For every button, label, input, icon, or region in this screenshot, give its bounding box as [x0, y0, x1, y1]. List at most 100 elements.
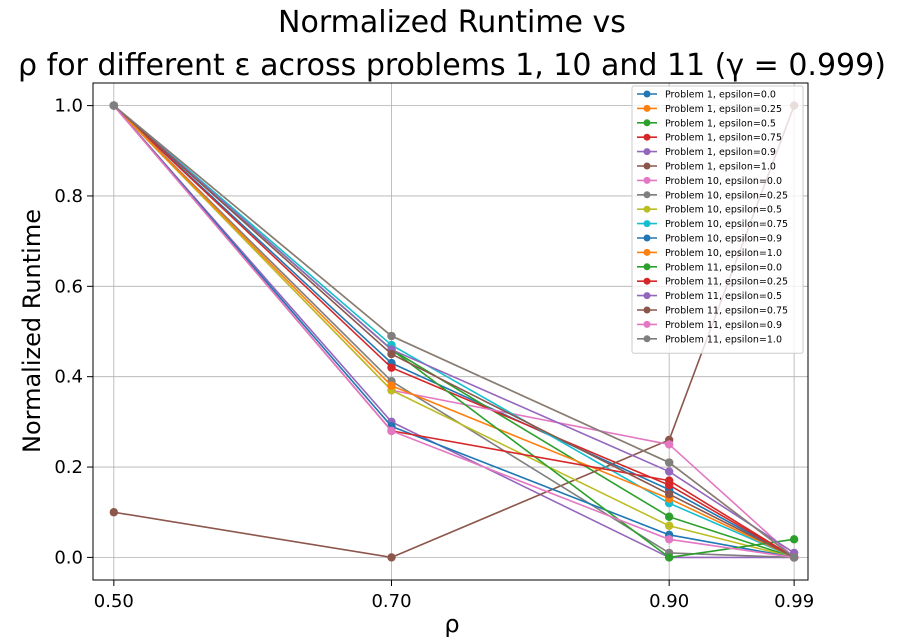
legend-label: Problem 11, epsilon=0.5 — [665, 291, 782, 302]
plot-frame — [92, 82, 809, 581]
x-tick-label: 0.50 — [94, 591, 134, 612]
legend-entry: Problem 1, epsilon=0.0 — [637, 90, 776, 101]
legend-label: Problem 1, epsilon=0.25 — [665, 104, 782, 115]
data-point — [789, 535, 799, 544]
y-tick-label: 1.0 — [54, 96, 83, 117]
legend-entry: Problem 11, epsilon=0.9 — [637, 320, 782, 331]
legend-entry: Problem 11, epsilon=0.75 — [637, 306, 788, 317]
legend-entry: Problem 11, epsilon=0.25 — [637, 277, 788, 288]
series-line — [113, 104, 795, 559]
legend-entry: Problem 11, epsilon=0.5 — [637, 291, 782, 302]
data-point — [387, 426, 396, 436]
series-line — [113, 105, 795, 559]
legend-marker — [643, 119, 651, 127]
data-point — [387, 381, 396, 390]
legend-label: Problem 1, epsilon=1.0 — [665, 162, 776, 173]
legend-marker — [643, 104, 651, 112]
legend-marker — [643, 320, 651, 328]
legend-marker — [643, 248, 651, 256]
legend-marker — [643, 205, 651, 213]
legend-marker — [643, 162, 651, 170]
legend-entry: Problem 10, epsilon=0.9 — [637, 234, 782, 245]
data-point — [664, 535, 674, 544]
legend-label: Problem 1, epsilon=0.9 — [665, 147, 776, 158]
legend-label: Problem 11, epsilon=0.0 — [665, 262, 782, 273]
legend-marker — [643, 220, 651, 228]
data-point — [664, 512, 674, 521]
data-point — [664, 467, 674, 476]
data-point — [387, 349, 396, 359]
data-point — [664, 521, 674, 530]
series-line — [113, 105, 795, 559]
x-tick-label: 0.70 — [371, 591, 411, 612]
legend-marker — [643, 306, 651, 314]
legend-box — [631, 85, 804, 354]
legend-entry: Problem 10, epsilon=0.75 — [637, 219, 788, 230]
legend-marker — [643, 191, 651, 199]
data-point — [387, 553, 396, 562]
series-line — [113, 105, 795, 559]
legend-entry: Problem 1, epsilon=0.25 — [637, 104, 782, 115]
axis-ticks: 0.50 0.70 0.90 0.99 0.0 0.2 0.4 0.6 0.8 1.0 — [54, 96, 814, 612]
legend-entry: Problem 1, epsilon=0.75 — [637, 133, 782, 144]
data-point — [387, 331, 396, 341]
x-tick-label: 0.90 — [649, 591, 689, 612]
plot-series — [109, 101, 799, 562]
legend-label: Problem 10, epsilon=0.0 — [665, 176, 782, 187]
data-point — [109, 508, 119, 517]
legend-marker — [643, 176, 651, 184]
legend-label: Problem 10, epsilon=0.75 — [665, 219, 788, 230]
y-tick-label: 0.4 — [54, 367, 83, 388]
legend-marker — [643, 335, 651, 343]
legend-label: Problem 11, epsilon=0.75 — [665, 306, 788, 317]
series-line — [113, 104, 795, 559]
legend-entry: Problem 10, epsilon=1.0 — [637, 248, 782, 259]
series-line — [113, 105, 795, 559]
data-point — [664, 458, 674, 467]
y-tick-label: 0.8 — [54, 186, 83, 207]
y-tick-label: 0.0 — [54, 547, 83, 568]
data-point — [664, 440, 674, 449]
data-point — [387, 363, 396, 372]
y-tick-label: 0.6 — [54, 276, 83, 297]
y-axis-label: Normalized Runtime — [18, 209, 46, 453]
data-point — [664, 553, 674, 562]
legend-label: Problem 11, epsilon=0.9 — [665, 320, 782, 331]
x-axis-label: ρ — [444, 610, 459, 638]
series-line — [113, 105, 795, 559]
legend-label: Problem 10, epsilon=0.5 — [665, 205, 782, 216]
legend-marker — [643, 277, 651, 285]
legend-marker — [643, 263, 651, 271]
series-line — [113, 105, 795, 559]
legend-entry: Problem 11, epsilon=0.0 — [637, 262, 782, 273]
series-line — [113, 104, 795, 554]
data-point — [664, 489, 674, 499]
legend-entry: Problem 1, epsilon=0.9 — [637, 147, 776, 158]
legend-entry: Problem 10, epsilon=0.25 — [637, 190, 788, 201]
y-tick-label: 0.2 — [54, 457, 83, 478]
legend-marker — [643, 234, 651, 242]
legend-entry: Problem 10, epsilon=0.5 — [637, 205, 782, 216]
series-line — [113, 105, 795, 559]
legend-marker — [643, 90, 651, 98]
legend-marker — [643, 148, 651, 156]
legend-label: Problem 10, epsilon=1.0 — [665, 248, 782, 259]
legend-label: Problem 1, epsilon=0.0 — [665, 90, 776, 101]
legend-entry: Problem 10, epsilon=0.0 — [637, 176, 782, 187]
legend: Problem 1, epsilon=0.0 Problem 1, epsilon… — [631, 85, 804, 354]
data-point — [109, 101, 119, 110]
legend-label: Problem 11, epsilon=1.0 — [665, 334, 782, 345]
legend-label: Problem 11, epsilon=0.25 — [665, 277, 788, 288]
legend-marker — [643, 133, 651, 141]
data-point — [789, 553, 799, 562]
legend-label: Problem 10, epsilon=0.25 — [665, 190, 788, 201]
chart-title-line-2: ρ for different ε across problems 1, 10 … — [18, 48, 886, 83]
legend-entry: Problem 1, epsilon=0.5 — [637, 118, 776, 129]
x-tick-label: 0.99 — [774, 591, 814, 612]
legend-entry: Problem 11, epsilon=1.0 — [637, 334, 782, 345]
data-point — [664, 476, 674, 485]
legend-entry: Problem 1, epsilon=1.0 — [637, 162, 776, 173]
legend-label: Problem 10, epsilon=0.9 — [665, 234, 782, 245]
series-18 — [109, 101, 799, 562]
